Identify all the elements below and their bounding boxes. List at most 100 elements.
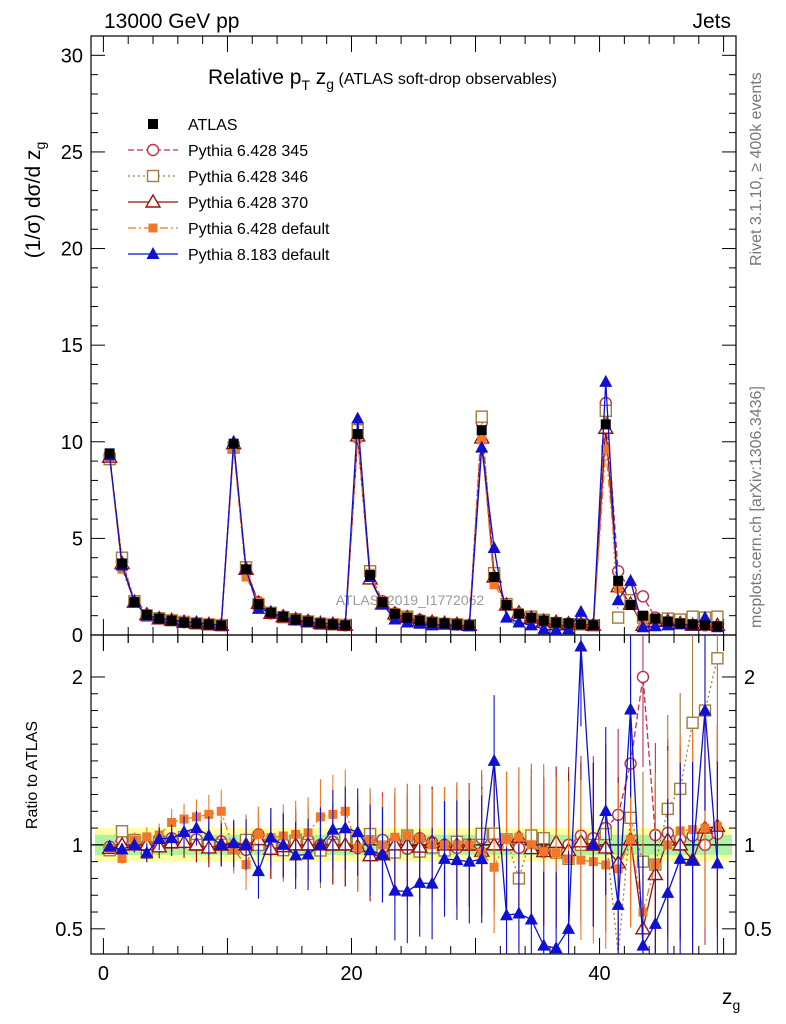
chart-title-sub2: g [326, 76, 334, 92]
ratio-point-pythia-6-428-default [117, 853, 127, 863]
ratio-point-pythia-6-428-default [700, 823, 710, 833]
main-point-pythia-8-183-default [500, 610, 514, 623]
main-y-tick-label: 20 [61, 239, 83, 261]
main-point-atlas [464, 620, 475, 631]
main-point-atlas [104, 448, 115, 459]
ratio-point-pythia-8-183-default [177, 824, 191, 837]
main-point-atlas [203, 619, 214, 630]
main-point-atlas [451, 619, 462, 630]
main-point-atlas [625, 600, 636, 611]
ratio-point-pythia-8-183-default [413, 875, 427, 888]
main-point-atlas [575, 619, 586, 630]
legend: ATLAS Pythia 6.428 345 Pythia 6.428 346 Pyt… [128, 117, 330, 264]
main-point-atlas [265, 607, 276, 618]
main-point-atlas [526, 612, 537, 623]
main-y-tick-label: 10 [61, 432, 83, 454]
ratio-point-pythia-8-183-default [500, 908, 514, 921]
main-point-atlas [141, 609, 152, 620]
ratio-point-pythia-6-428-default [253, 829, 263, 839]
legend-label-pythia-6-428-345: Pythia 6.428 345 [188, 143, 308, 160]
ratio-series-layer [101, 635, 726, 955]
ratio-point-pythia-8-183-default [227, 836, 241, 849]
main-point-atlas [712, 621, 723, 632]
main-point-pythia-8-183-default [487, 541, 501, 554]
ratio-point-pythia-8-183-default [313, 837, 327, 850]
ratio-y-axis: 0.5 0.5 1 1 2 2 [55, 667, 772, 941]
main-point-atlas [439, 618, 450, 629]
ratio-point-pythia-8-183-default [475, 852, 489, 865]
x-tick-label: 0 [98, 963, 109, 985]
main-point-atlas [675, 618, 686, 629]
main-point-atlas [699, 620, 710, 631]
ratio-y-tick-label: 0.5 [55, 919, 83, 941]
main-point-atlas [613, 575, 624, 586]
ratio-point-pythia-8-183-default [400, 884, 414, 897]
ratio-point-pythia-8-183-default [686, 853, 700, 866]
main-point-pythia-6-428-346 [611, 611, 625, 624]
main-point-pythia-8-183-default [624, 573, 638, 586]
analysis-watermark: ATLAS_2019_I1772062 [336, 592, 485, 608]
x-tick-label: 20 [340, 963, 362, 985]
main-point-pythia-6-428-default [489, 580, 499, 590]
ratio-point-pythia-8-183-default [462, 854, 476, 867]
main-point-atlas [489, 572, 500, 583]
main-series-layer [101, 374, 726, 636]
main-point-atlas [241, 564, 252, 575]
ratio-point-pythia-8-183-default [289, 848, 303, 861]
x-tick-label: 40 [588, 963, 610, 985]
ratio-point-pythia-6-428-default [551, 848, 561, 858]
x-axis-label: zg [722, 986, 740, 1013]
main-point-pythia-8-183-default [549, 623, 563, 636]
main-point-atlas [117, 558, 128, 569]
main-point-atlas [476, 425, 487, 436]
ratio-point-pythia-8-183-default [165, 831, 179, 844]
ratio-point-pythia-8-183-default [549, 941, 563, 954]
ratio-point-pythia-8-183-default [351, 824, 365, 837]
main-y-axis-label-sub: g [32, 142, 48, 150]
ratio-point-pythia-8-183-default [239, 837, 253, 850]
ratio-point-pythia-6-428-default [502, 834, 512, 844]
main-y-tick-label: 0 [72, 625, 83, 647]
chart-title-rest: (ATLAS soft-drop observables) [334, 71, 557, 88]
ratio-point-pythia-8-183-default [487, 753, 501, 766]
chart-title-mid: z [310, 66, 326, 89]
main-point-atlas [501, 600, 512, 611]
ratio-point-pythia-8-183-default [661, 885, 675, 898]
main-point-atlas [650, 613, 661, 624]
ratio-point-pythia-8-183-default [388, 883, 402, 896]
main-point-atlas [303, 616, 314, 627]
main-point-pythia-8-183-default [611, 593, 625, 606]
main-point-atlas [253, 599, 264, 610]
ratio-point-pythia-6-428-345 [636, 670, 650, 684]
side-mcplots-label: mcplots.cern.ch [arXiv:1306.3436] [748, 386, 765, 628]
ratio-point-pythia-8-183-default [425, 876, 439, 889]
main-point-pythia-8-183-default [574, 604, 588, 617]
main-y-axis-label-text: (1/σ) dσ/d z [22, 150, 45, 259]
main-point-pythia-6-428-default [613, 584, 623, 594]
main-point-atlas [278, 611, 289, 622]
main-point-atlas [563, 618, 574, 629]
ratio-point-pythia-8-183-default [326, 822, 340, 835]
main-point-atlas [228, 438, 239, 449]
ratio-point-pythia-8-183-default [140, 845, 154, 858]
main-point-pythia-6-428-default [241, 572, 251, 582]
ratio-point-pythia-6-428-default [514, 832, 524, 842]
main-y-axis-label: (1/σ) dσ/d zg [22, 142, 48, 259]
main-point-pythia-6-428-default [477, 435, 487, 445]
main-point-atlas [129, 597, 140, 608]
ratio-point-pythia-6-428-default [402, 831, 412, 841]
main-point-atlas [427, 617, 438, 628]
ratio-point-pythia-6-428-default [576, 855, 586, 865]
ratio-point-pythia-8-183-default [202, 828, 216, 841]
ratio-point-pythia-8-183-default [152, 831, 166, 844]
ratio-point-pythia-6-428-default [526, 840, 536, 850]
main-point-atlas [377, 597, 388, 608]
legend-label-pythia-6-428-default: Pythia 6.428 default [188, 221, 330, 238]
main-point-atlas [637, 610, 648, 621]
main-point-atlas [365, 570, 376, 581]
main-point-pythia-6-428-345 [636, 590, 650, 603]
main-point-atlas [154, 613, 165, 624]
main-point-pythia-8-183-default [524, 618, 538, 631]
ratio-point-pythia-6-428-default [204, 809, 214, 819]
